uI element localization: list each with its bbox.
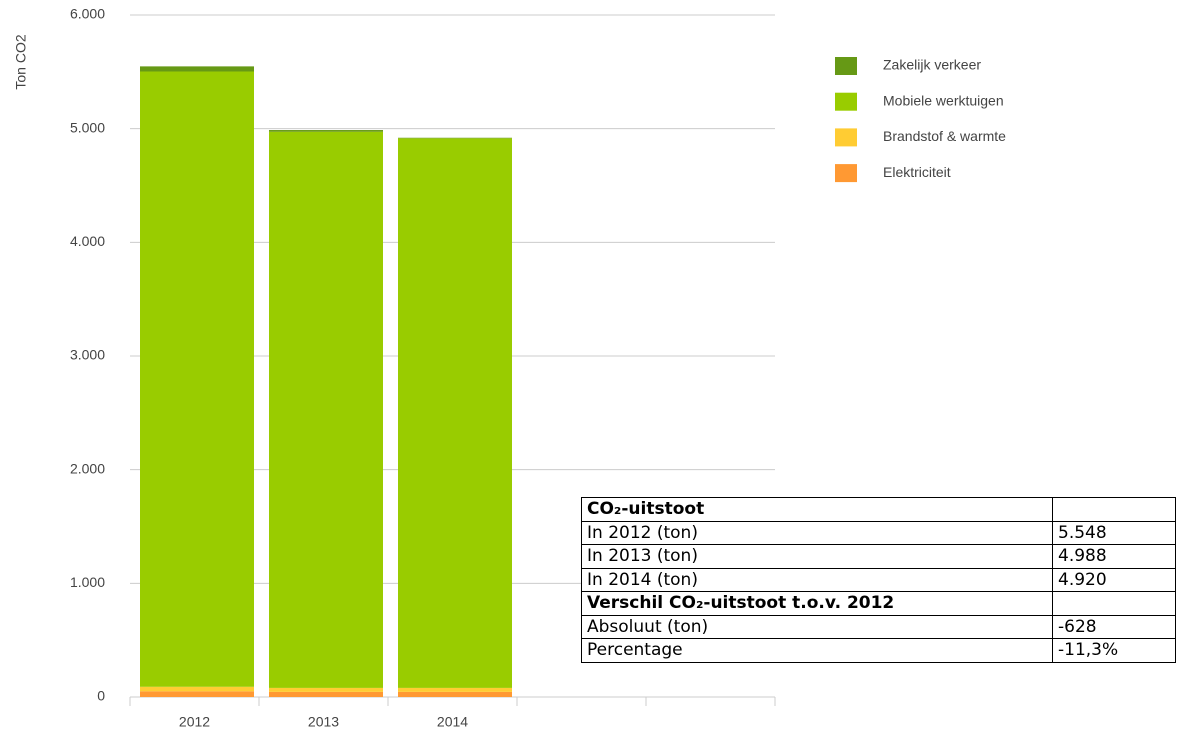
table-cell: 4.920: [1052, 567, 1176, 592]
legend-swatch: [835, 92, 857, 111]
y-tick-label: 6.000: [70, 6, 105, 22]
legend-label: Elektriciteit: [883, 164, 951, 180]
table-cell: Verschil CO₂-uitstoot t.o.v. 2012: [581, 591, 1053, 616]
bar-segment: [269, 131, 383, 688]
x-tick-label: 2014: [437, 714, 468, 730]
table-row: In 2013 (ton) 4.988: [581, 544, 1176, 569]
table-cell: Absoluut (ton): [581, 614, 1053, 639]
table-cell: Percentage: [581, 638, 1053, 663]
bar-segment: [140, 686, 254, 692]
bar-segment: [398, 137, 512, 139]
table-row: In 2012 (ton) 5.548: [581, 520, 1176, 545]
bar-segment: [269, 687, 383, 692]
y-tick-label: 3.000: [70, 347, 105, 363]
bar-segment: [398, 138, 512, 688]
table-row: Verschil CO₂-uitstoot t.o.v. 2012: [581, 591, 1176, 616]
y-axis-label: Ton CO2: [13, 34, 29, 89]
legend-label: Brandstof & warmte: [883, 128, 1006, 144]
table-cell: In 2014 (ton): [581, 567, 1053, 592]
table-cell: In 2012 (ton): [581, 520, 1053, 545]
table-cell: -628: [1052, 614, 1176, 639]
bar-segment: [398, 687, 512, 692]
table-row: CO₂-uitstoot: [581, 497, 1176, 522]
bar-segment: [398, 691, 512, 697]
table-cell: [1052, 497, 1176, 522]
y-tick-label: 5.000: [70, 119, 105, 135]
bar-segment: [140, 691, 254, 697]
table-cell: 5.548: [1052, 520, 1176, 545]
y-tick-label: 2.000: [70, 460, 105, 476]
x-tick-label: 2012: [179, 714, 210, 730]
bar-segment: [269, 130, 383, 132]
legend-swatch: [835, 57, 857, 75]
table-row: Percentage -11,3%: [581, 638, 1176, 663]
legend-label: Mobiele werktuigen: [883, 92, 1004, 108]
bar-segment: [269, 691, 383, 697]
table-cell: -11,3%: [1052, 638, 1176, 663]
y-tick-label: 0: [97, 688, 105, 704]
table-cell: CO₂-uitstoot: [581, 497, 1053, 522]
x-tick-label: 2013: [308, 714, 339, 730]
bar-segment: [140, 71, 254, 687]
legend-label: Zakelijk verkeer: [883, 57, 981, 73]
table-row: Absoluut (ton) -628: [581, 614, 1176, 639]
table-cell: 4.988: [1052, 544, 1176, 569]
table-cell: [1052, 591, 1176, 616]
legend-swatch: [835, 164, 857, 183]
legend-swatch: [835, 128, 857, 147]
y-tick-label: 4.000: [70, 233, 105, 249]
summary-table: CO₂-uitstoot In 2012 (ton) 5.548 In 2013 …: [581, 497, 1176, 663]
bar-segment: [140, 66, 254, 72]
y-tick-label: 1.000: [70, 574, 105, 590]
table-row: In 2014 (ton) 4.920: [581, 567, 1176, 592]
table-cell: In 2013 (ton): [581, 544, 1053, 569]
